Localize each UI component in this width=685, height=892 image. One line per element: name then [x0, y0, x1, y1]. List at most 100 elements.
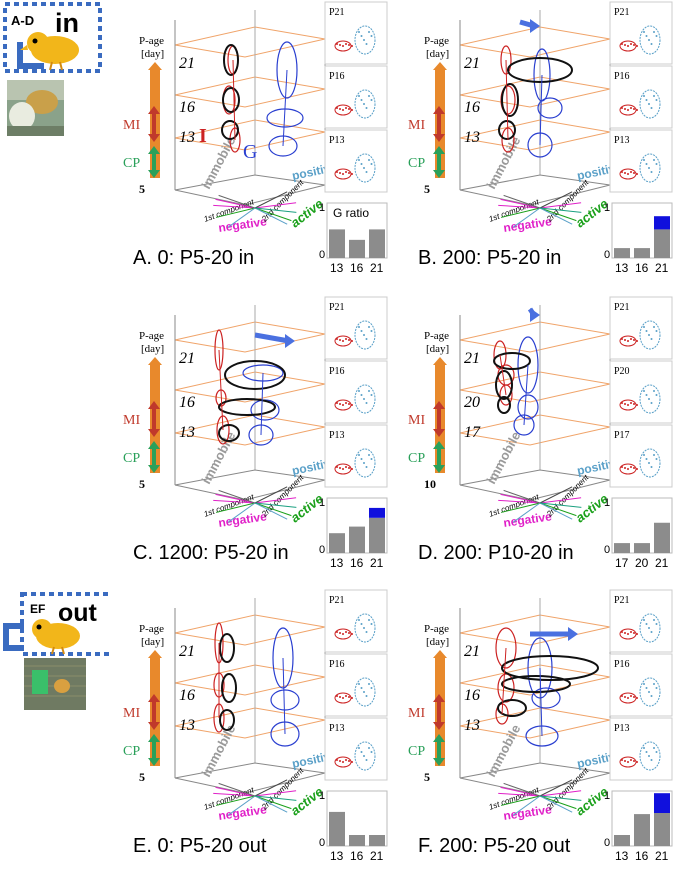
thumbnail-P21: P21: [609, 1, 673, 65]
thumbnail-P13: P13: [324, 717, 388, 781]
red-dot: [627, 109, 629, 111]
blue-dot: [363, 103, 365, 105]
p-age-unit: [day]: [141, 343, 164, 355]
red-dot: [336, 402, 338, 404]
red-dot: [627, 173, 629, 175]
blue-dot: [360, 623, 363, 625]
blue-dot: [358, 95, 360, 97]
thumbnail-frame: [324, 129, 388, 193]
red-ellipse-1: [497, 673, 515, 703]
blue-dot: [650, 107, 653, 109]
red-dot: [342, 468, 344, 470]
p-age-title: P-age: [139, 35, 164, 47]
fan-line-9: [539, 207, 582, 213]
blue-trace-line: [539, 74, 543, 146]
mi-arrow-up: [433, 401, 445, 409]
red-dot: [624, 760, 626, 762]
red-dot: [627, 45, 629, 47]
blue-dot: [365, 107, 368, 109]
blue-dot: [648, 39, 650, 41]
fan-line-2: [498, 204, 541, 209]
fan-line-9: [254, 795, 297, 801]
gratio-tick-16: 16: [635, 849, 649, 863]
blue-dot: [645, 623, 648, 625]
black-ellipse-2: [498, 120, 516, 140]
red-dot: [348, 760, 350, 762]
red-dot: [633, 403, 635, 405]
blue-dot: [363, 39, 365, 41]
blue-trace-line: [539, 667, 543, 737]
legend-out-word: out: [58, 599, 98, 627]
mi-arrow-down: [433, 429, 445, 437]
gratio-bar-gray-16: [349, 526, 365, 553]
thumbnail-blue-ellipse: [639, 613, 661, 643]
cp-label: CP: [408, 744, 425, 759]
blue-dot: [363, 167, 365, 169]
fan-line-8: [503, 194, 541, 209]
gratio-bar-gray-21: [369, 517, 385, 553]
red-dot: [342, 697, 344, 699]
fan-line-8: [218, 194, 256, 209]
fan-line-0: [215, 786, 256, 797]
red-dot: [345, 338, 347, 340]
thumbnail-P13: P13: [324, 129, 388, 193]
mi-arrow-up: [148, 106, 160, 114]
thumbnail-P20: P20: [609, 360, 673, 424]
thumbnail-frame: [324, 653, 388, 717]
thumbnail-P13: P13: [609, 129, 673, 193]
gratio-tick-17: 17: [615, 556, 629, 570]
blue-ellipse-2: [268, 135, 298, 157]
red-dot: [345, 171, 347, 173]
blue-dot: [358, 326, 360, 328]
red-dot: [351, 109, 353, 111]
gratio-tick-16: 16: [635, 261, 649, 275]
gratio-tick-13: 13: [330, 556, 344, 570]
red-dot: [348, 696, 350, 698]
fan-line-4: [215, 502, 256, 513]
thumbnail-label: P16: [614, 659, 630, 670]
thumbnail-frame: [609, 296, 673, 360]
thumbnail-P13: P13: [609, 717, 673, 781]
blue-dot: [648, 462, 650, 464]
red-dot: [630, 43, 632, 45]
blue-ellipse-0: [276, 41, 298, 99]
blue-dot: [360, 394, 363, 396]
red-dot: [345, 695, 347, 697]
fan-line-6: [512, 795, 541, 816]
gratio-bar-gray-21: [654, 522, 670, 553]
black-ellipse-1: [501, 675, 571, 693]
blue-dot: [650, 338, 653, 340]
gratio-y-bottom: 0: [319, 544, 325, 556]
red-ellipse-0: [495, 627, 517, 669]
thumbnail-blue-ellipse: [639, 741, 661, 771]
red-dot: [624, 696, 626, 698]
mi-arrow-up: [433, 694, 445, 702]
component-fan: [498, 191, 582, 228]
red-dot: [621, 43, 623, 45]
blue-dot: [650, 171, 653, 173]
red-dot: [621, 631, 623, 633]
red-dot: [339, 696, 341, 698]
cp-label: CP: [123, 451, 140, 466]
red-dot: [630, 695, 632, 697]
blue-dot: [360, 99, 363, 101]
g-label: G: [243, 141, 257, 163]
thumbnail-blue-ellipse: [354, 89, 376, 119]
fan-line-9: [254, 207, 297, 213]
red-dot: [348, 44, 350, 46]
red-dot: [630, 338, 632, 340]
age-plane-0: [174, 614, 326, 646]
thumbnail-frame: [609, 1, 673, 65]
blue-trace-line: [260, 372, 264, 436]
fan-line-4: [500, 502, 541, 513]
blue-dot: [643, 683, 645, 685]
red-dot: [345, 43, 347, 45]
red-dot: [624, 108, 626, 110]
red-dot: [621, 171, 623, 173]
black-ellipse-2: [497, 699, 527, 717]
plane-label-21: 21: [464, 55, 480, 72]
blue-dot: [655, 394, 658, 396]
blue-dot: [358, 619, 360, 621]
gratio-tick-13: 13: [615, 261, 629, 275]
